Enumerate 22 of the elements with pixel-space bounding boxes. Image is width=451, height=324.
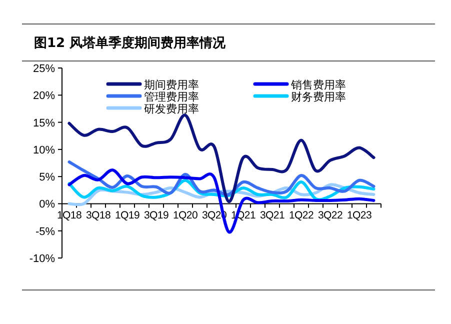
x-tick-label: 1Q19 [115,210,140,222]
x-tick-label: 3Q22 [318,210,343,222]
legend-label: 期间费用率 [144,78,199,92]
x-tick-label: 1Q20 [173,210,198,222]
x-tick-label: 1Q23 [347,210,372,222]
chart-title: 图12 风塔单季度期间费用率情况 [34,35,227,51]
legend-label: 研发费用率 [144,102,199,116]
y-tick-label: -5% [35,226,56,238]
x-tick-label: 3Q21 [260,210,285,222]
x-tick-label: 3Q19 [144,210,169,222]
y-tick-label: 5% [39,172,56,184]
legend-label: 管理费用率 [144,90,199,104]
x-tick-label: 1Q22 [289,210,314,222]
y-tick-label: -10% [29,253,56,265]
y-tick-label: 10% [32,144,56,156]
legend-label: 销售费用率 [290,78,346,92]
x-tick-label: 3Q18 [86,210,111,222]
y-tick-label: 25% [32,63,56,75]
y-tick-label: 20% [32,90,56,102]
y-tick-label: 15% [32,117,56,130]
y-tick-label: 0% [39,198,56,211]
legend-label: 财务费用率 [291,90,346,104]
